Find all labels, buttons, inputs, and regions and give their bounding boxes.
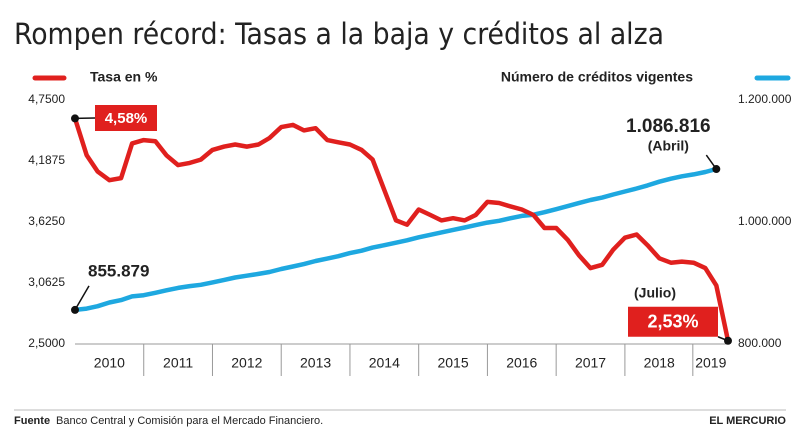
chart-title: Rompen récord: Tasas a la baja y crédito…	[14, 17, 664, 51]
x-tick-label: 2015	[437, 355, 468, 371]
source-label: Fuente	[14, 415, 50, 427]
credit: EL MERCURIO	[709, 415, 786, 427]
y2-tick-label: 1.000.000	[738, 214, 792, 228]
y2-tick-label: 1.200.000	[738, 92, 792, 106]
series-line	[74, 166, 717, 313]
value-label: 855.879	[88, 261, 149, 280]
annotation: (Julio)	[634, 284, 676, 300]
legend-label: Número de créditos vigentes	[501, 69, 693, 85]
source: Banco Central y Comisión para el Mercado…	[56, 415, 323, 427]
x-tick-label: 2010	[94, 355, 125, 371]
x-tick-label: 2019	[695, 355, 726, 371]
x-tick-label: 2011	[163, 355, 193, 371]
x-tick-label: 2012	[231, 355, 262, 371]
y-tick-label: 3,0625	[28, 275, 65, 289]
x-tick-label: 2014	[369, 355, 400, 371]
value-label: 2,53%	[647, 311, 698, 331]
y-tick-label: 4,7500	[28, 92, 65, 106]
x-tick-label: 2016	[506, 355, 537, 371]
label-box	[95, 105, 157, 131]
endpoint-dot	[712, 165, 721, 174]
endpoint-dot	[71, 305, 79, 314]
label-box	[628, 306, 718, 337]
x-tick-label: 2013	[300, 355, 331, 371]
y-tick-label: 3,6250	[28, 214, 65, 228]
series-line	[72, 117, 731, 342]
endpoint-dot	[724, 336, 732, 345]
x-tick-label: 2018	[644, 355, 675, 371]
x-tick-label: 2017	[575, 355, 606, 371]
annotation: (Abril)	[648, 138, 689, 154]
y2-tick-label: 800.000	[738, 336, 782, 350]
endpoint-dot	[71, 114, 79, 123]
y-tick-label: 2,5000	[28, 336, 65, 350]
value-label: 1.086.816	[626, 116, 711, 137]
leader	[74, 285, 90, 311]
legend-label: Tasa en %	[90, 69, 158, 85]
value-label: 4,58%	[105, 110, 148, 127]
y-tick-label: 4,1875	[28, 153, 65, 167]
